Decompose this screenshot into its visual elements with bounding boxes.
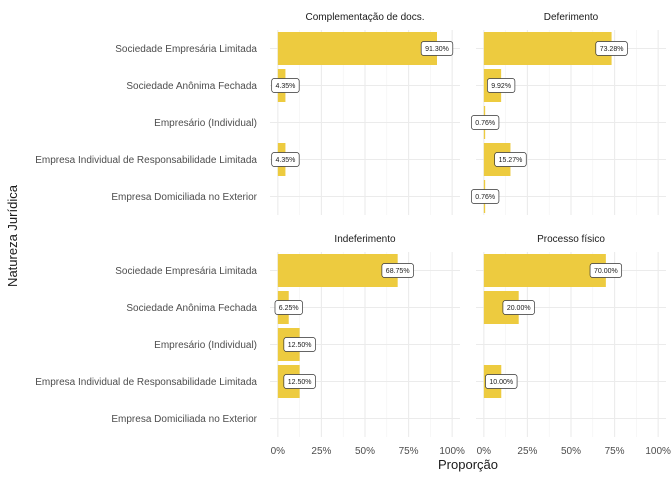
- data-label-box: [471, 115, 500, 130]
- data-label: 6.25%: [279, 305, 299, 312]
- facet-panel: Processo físico 70.00% 20.00% 10.00% 0% 25% 50…: [476, 234, 671, 457]
- data-label: 68.75%: [386, 268, 410, 275]
- x-tick-label: 75%: [605, 446, 625, 457]
- x-tick-label: 100%: [645, 446, 671, 457]
- facet-panel: Indeferimento 68.75% 6.25% 12.50% 12.50% Soci…: [35, 234, 465, 457]
- x-tick-label: 25%: [517, 446, 537, 457]
- data-label: 12.50%: [288, 379, 312, 386]
- facet-title: Complementação de docs.: [306, 12, 425, 23]
- data-label-box: [274, 300, 303, 315]
- facet-title: Indeferimento: [334, 234, 396, 245]
- data-label: 0.76%: [475, 194, 495, 201]
- y-tick-label: Empresário (Individual): [154, 118, 257, 129]
- y-tick-label: Empresa Domiciliada no Exterior: [111, 192, 257, 203]
- y-tick-label: Empresa Individual de Responsabilidade L…: [35, 377, 257, 388]
- data-label-box: [471, 189, 500, 204]
- y-tick-label: Sociedade Empresária Limitada: [115, 44, 257, 55]
- x-tick-label: 75%: [399, 446, 419, 457]
- data-label-box: [283, 337, 316, 352]
- data-label: 73.28%: [600, 46, 624, 53]
- data-label-box: [271, 152, 300, 167]
- y-tick-label: Sociedade Anônima Fechada: [126, 81, 257, 92]
- facet-panel: Complementação de docs. 91.30% 4.35% 4.35% S…: [35, 12, 460, 215]
- data-label: 15.27%: [499, 157, 523, 164]
- data-label: 12.50%: [288, 342, 312, 349]
- y-tick-label: Empresa Individual de Responsabilidade L…: [35, 155, 257, 166]
- facet-panel: Deferimento 73.28% 9.92% 0.76% 15.27% 0.76%: [471, 12, 666, 215]
- data-label: 4.35%: [275, 157, 295, 164]
- data-label-box: [485, 374, 518, 389]
- x-tick-label: 50%: [561, 446, 581, 457]
- y-tick-label: Sociedade Empresária Limitada: [115, 266, 257, 277]
- x-tick-label: 25%: [311, 446, 331, 457]
- x-tick-label: 0%: [271, 446, 286, 457]
- data-label-box: [283, 374, 316, 389]
- data-label: 70.00%: [594, 268, 618, 275]
- x-tick-label: 0%: [477, 446, 492, 457]
- x-tick-label: 100%: [439, 446, 465, 457]
- data-label-box: [381, 263, 414, 278]
- data-label-box: [589, 263, 623, 278]
- data-label-box: [420, 41, 454, 56]
- data-label: 9.92%: [491, 83, 511, 90]
- data-label: 0.76%: [475, 120, 495, 127]
- bar: [277, 254, 398, 287]
- bar: [277, 32, 437, 65]
- data-label: 10.00%: [489, 379, 513, 386]
- data-label-box: [487, 78, 516, 93]
- bar: [483, 32, 612, 65]
- y-axis-title: Natureza Jurídica: [5, 184, 20, 287]
- x-tick-label: 50%: [355, 446, 375, 457]
- x-axis-title: Proporção: [438, 457, 498, 472]
- data-label-box: [595, 41, 628, 56]
- data-label-box: [271, 78, 300, 93]
- data-label-box: [502, 300, 535, 315]
- data-label: 4.35%: [275, 83, 295, 90]
- data-label: 20.00%: [507, 305, 531, 312]
- y-tick-label: Empresa Domiciliada no Exterior: [111, 414, 257, 425]
- data-label-box: [494, 152, 527, 167]
- y-tick-label: Sociedade Anônima Fechada: [126, 303, 257, 314]
- y-tick-label: Empresário (Individual): [154, 340, 257, 351]
- facet-title: Deferimento: [544, 12, 599, 23]
- facet-title: Processo físico: [537, 234, 605, 245]
- data-label: 91.30%: [425, 46, 449, 53]
- bar: [483, 254, 606, 287]
